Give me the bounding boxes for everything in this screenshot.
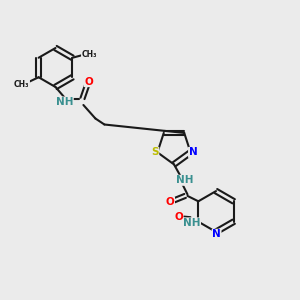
Text: NH: NH (176, 175, 193, 185)
Text: S: S (151, 147, 159, 158)
Text: O: O (166, 197, 175, 207)
Text: O: O (174, 212, 183, 222)
Text: CH₃: CH₃ (81, 50, 97, 59)
Text: NH: NH (56, 97, 73, 107)
Text: O: O (84, 76, 93, 87)
Text: NH: NH (183, 218, 200, 228)
Text: N: N (212, 229, 221, 239)
Text: N: N (189, 147, 197, 158)
Text: CH₃: CH₃ (14, 80, 30, 88)
